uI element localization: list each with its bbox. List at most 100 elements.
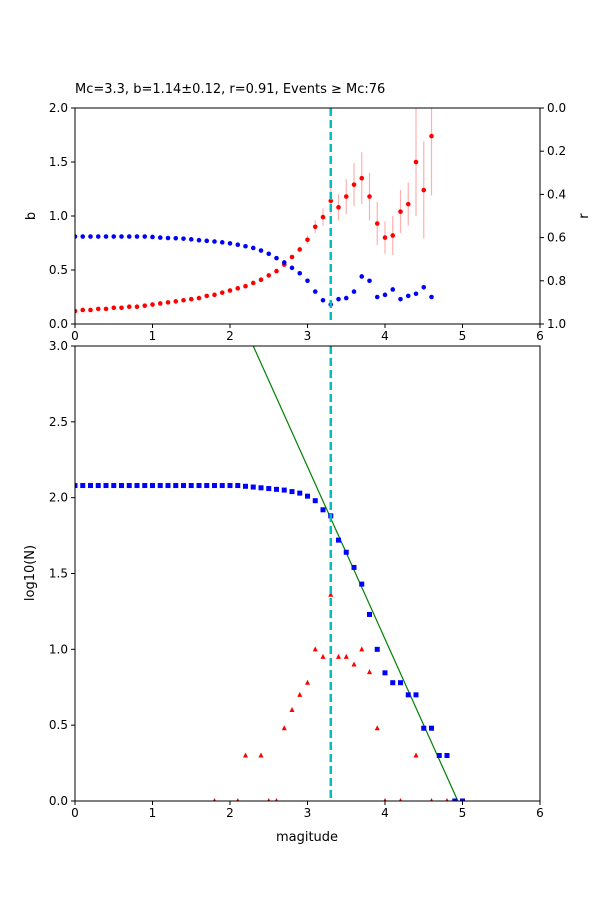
r-point xyxy=(126,234,132,239)
r-point xyxy=(289,265,295,271)
b-point xyxy=(421,187,427,193)
b-point xyxy=(88,307,93,313)
noncumulative-point xyxy=(399,798,402,801)
y-tick-label: 0.5 xyxy=(49,718,68,732)
b-point xyxy=(336,205,341,210)
cumulative-point xyxy=(111,483,117,489)
r-point xyxy=(95,234,101,239)
b-point xyxy=(134,304,140,310)
noncumulative-point xyxy=(281,725,287,731)
r-point xyxy=(351,289,357,294)
r-point xyxy=(88,234,93,239)
noncumulative-point xyxy=(236,798,240,801)
r-point xyxy=(165,235,171,241)
r-point xyxy=(359,274,365,279)
cumulative-point xyxy=(382,670,388,676)
cumulative-point xyxy=(219,483,225,489)
bottom-axes-group: 0 1 2 3 4 5 6 0.0 0.5 1.0 1.5 2.0 2.5 3.0 xyxy=(49,339,544,820)
b-point xyxy=(374,221,380,226)
x-tick-label: 0 xyxy=(71,806,79,820)
cumulative-point xyxy=(188,483,194,489)
cumulative-point xyxy=(235,483,241,489)
x-tick-label: 4 xyxy=(381,806,389,820)
r-point xyxy=(429,294,434,300)
cumulative-point xyxy=(297,490,303,496)
cumulative-point xyxy=(75,483,78,489)
y-tick-label: 1.0 xyxy=(49,209,68,223)
cumulative-point xyxy=(320,507,326,513)
r-point xyxy=(150,234,155,240)
r-point xyxy=(258,248,264,253)
r-point xyxy=(250,245,256,251)
b-point xyxy=(274,268,279,274)
x-tick-label: 6 xyxy=(536,329,544,343)
cumulative-point xyxy=(405,692,411,698)
x-tick-label: 3 xyxy=(304,806,312,820)
y2-tick-label: 0.4 xyxy=(547,187,566,201)
cumulative-point xyxy=(204,483,210,489)
cumulative-point xyxy=(103,483,109,489)
y-tick-label: 0.5 xyxy=(49,263,68,277)
r-point xyxy=(119,234,124,239)
r-point xyxy=(243,243,248,249)
x-tick-label: 2 xyxy=(226,329,234,343)
cumulative-point xyxy=(413,692,419,698)
x-tick-label: 3 xyxy=(304,329,312,343)
noncumulative-point xyxy=(275,798,278,801)
b-point xyxy=(212,292,217,298)
b-point xyxy=(75,308,78,314)
r-point xyxy=(367,278,372,284)
r-point xyxy=(413,291,419,297)
noncumulative-point xyxy=(445,798,449,801)
r-point xyxy=(204,238,210,244)
cumulative-point xyxy=(181,483,186,489)
r-point xyxy=(103,234,109,239)
cumulative-point xyxy=(351,564,357,570)
fit-line xyxy=(252,346,459,801)
cumulative-point xyxy=(227,483,233,489)
r-point xyxy=(336,296,341,302)
cumulative-point xyxy=(359,581,365,587)
cumulative-point xyxy=(142,483,148,489)
r-point xyxy=(343,295,349,301)
b-point xyxy=(429,133,434,139)
y-tick-label: 3.0 xyxy=(49,339,68,353)
r-point xyxy=(305,278,310,284)
top-axes-group: 0 1 2 3 4 5 6 0.0 0.5 1.0 1.5 2.0 0.0 0.2 0.4 0.6 0.8 1.0 xyxy=(49,101,566,343)
b-point xyxy=(343,194,349,199)
r-point xyxy=(405,293,411,299)
cumulative-point xyxy=(165,483,171,489)
r-point xyxy=(382,292,388,298)
b-point xyxy=(165,300,171,305)
noncumulative-point xyxy=(328,591,334,597)
b-point xyxy=(390,233,396,238)
y-tick-label: 1.5 xyxy=(49,155,68,169)
cumulative-point xyxy=(305,493,310,499)
cumulative-point xyxy=(95,483,101,489)
r-point xyxy=(75,234,78,239)
noncumulative-point xyxy=(258,752,264,758)
b-point xyxy=(219,290,225,295)
cumulative-point xyxy=(250,484,256,490)
x-tick-label: 4 xyxy=(381,329,389,343)
noncumulative-point xyxy=(351,661,357,667)
x-tick-label: 5 xyxy=(459,329,467,343)
b-point xyxy=(405,201,411,207)
b-point xyxy=(320,214,326,220)
cumulative-point xyxy=(289,489,295,495)
cumulative-point xyxy=(126,483,132,489)
y2-tick-label: 0.2 xyxy=(547,144,566,158)
noncumulative-point xyxy=(305,679,310,685)
plot-area xyxy=(75,346,465,801)
cumulative-point xyxy=(336,537,341,543)
x-tick-label: 1 xyxy=(149,329,157,343)
cumulative-point xyxy=(398,680,403,686)
b-point xyxy=(266,273,272,278)
cumulative-point xyxy=(88,483,93,489)
b-point xyxy=(150,302,155,307)
cumulative-point xyxy=(274,486,279,492)
r-point xyxy=(212,239,217,244)
noncumulative-point xyxy=(413,752,419,758)
b-point xyxy=(188,296,194,302)
